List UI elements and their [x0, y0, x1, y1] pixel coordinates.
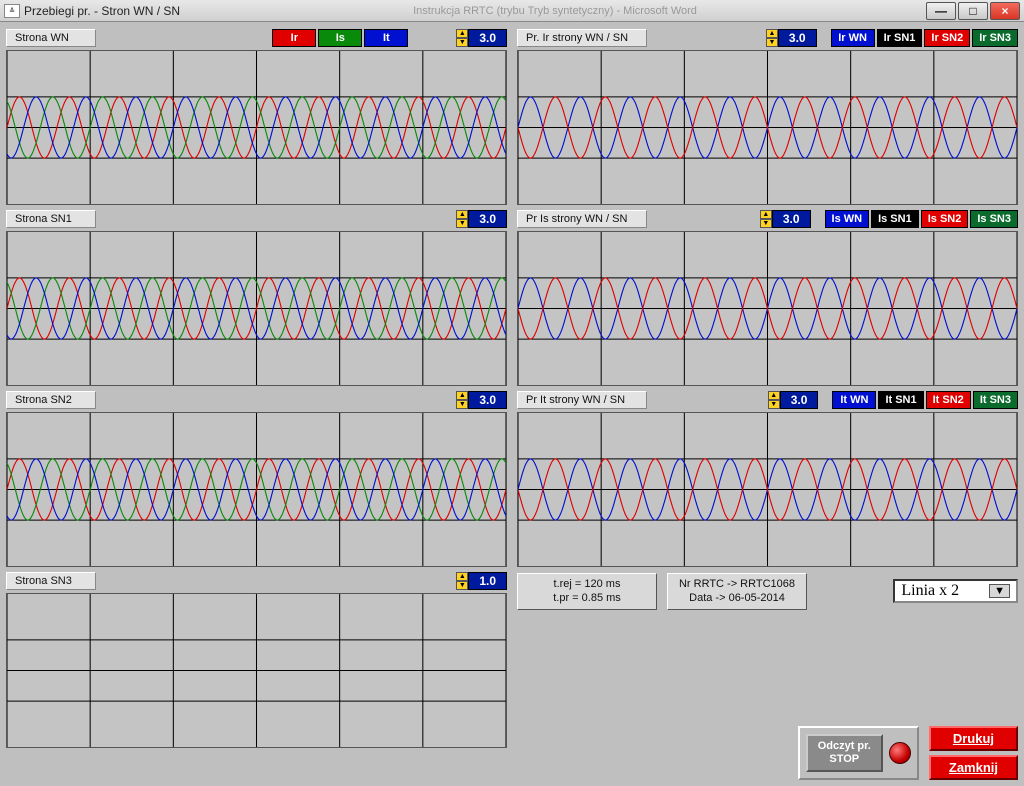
- device-info-box: Nr RRTC -> RRTC1068 Data -> 06-05-2014: [667, 573, 807, 610]
- scale-value: 3.0: [780, 391, 819, 409]
- panel-strona-sn2: Strona SN2 ▲ ▼ 3.0: [6, 390, 507, 567]
- legend-item: Is: [318, 29, 362, 47]
- panel-pr-it: Pr It strony WN / SN ▲ ▼ 3.0 It WNIt SN1…: [517, 390, 1018, 567]
- odczyt-panel: Odczyt pr.STOP: [798, 726, 919, 780]
- spinner-down-icon[interactable]: ▼: [768, 400, 780, 409]
- legend-item: Ir: [272, 29, 316, 47]
- drukuj-button[interactable]: Drukuj: [929, 726, 1018, 751]
- panel-pr-is: Pr Is strony WN / SN ▲ ▼ 3.0 Is WNIs SN1…: [517, 209, 1018, 386]
- scale-spinner[interactable]: ▲ ▼ 3.0: [456, 29, 507, 47]
- spinner-up-icon[interactable]: ▲: [456, 391, 468, 400]
- zamknij-button[interactable]: Zamknij: [929, 755, 1018, 780]
- background-window-title: Instrukcja RRTC (trybu Tryb syntetyczny)…: [184, 5, 926, 17]
- legend-item: It SN1: [878, 391, 923, 409]
- odczyt-stop-button[interactable]: Odczyt pr.STOP: [806, 734, 883, 772]
- window-title: Przebiegi pr. - Stron WN / SN: [24, 4, 180, 18]
- info-row: t.rej = 120 ms t.pr = 0.85 ms Nr RRTC ->…: [517, 573, 1018, 610]
- app-icon: ≙: [4, 4, 20, 18]
- legend-item: Is SN1: [871, 210, 919, 228]
- panel-strona-sn3: Strona SN3 ▲ ▼ 1.0: [6, 571, 507, 748]
- legend-item: It: [364, 29, 408, 47]
- legend-item: It WN: [832, 391, 876, 409]
- maximize-button[interactable]: □: [958, 2, 988, 20]
- scale-value: 3.0: [468, 391, 507, 409]
- line-select-label: Linia x 2: [901, 582, 959, 600]
- spinner-up-icon[interactable]: ▲: [456, 29, 468, 38]
- panel-strona-sn1: Strona SN1 ▲ ▼ 3.0: [6, 209, 507, 386]
- right-column: Pr. Ir strony WN / SN ▲ ▼ 3.0 Ir WNIr SN…: [517, 28, 1018, 748]
- scale-spinner[interactable]: ▲ ▼ 3.0: [760, 210, 811, 228]
- legend-item: Ir SN2: [924, 29, 970, 47]
- legend-item: Is WN: [825, 210, 870, 228]
- spinner-up-icon[interactable]: ▲: [760, 210, 772, 219]
- legend-item: It SN2: [926, 391, 971, 409]
- panel-title: Strona SN2: [6, 391, 96, 409]
- legend-item: Is SN2: [921, 210, 969, 228]
- scale-spinner[interactable]: ▲ ▼ 3.0: [768, 391, 819, 409]
- panel-title: Pr. Ir strony WN / SN: [517, 29, 647, 47]
- panel-title: Pr It strony WN / SN: [517, 391, 647, 409]
- panel-title: Strona WN: [6, 29, 96, 47]
- scale-spinner[interactable]: ▲ ▼ 1.0: [456, 572, 507, 590]
- scale-value: 3.0: [772, 210, 811, 228]
- spinner-down-icon[interactable]: ▼: [456, 219, 468, 228]
- scale-value: 3.0: [468, 29, 507, 47]
- panel-strona-wn: Strona WN IrIsIt ▲ ▼ 3.0: [6, 28, 507, 205]
- scale-spinner[interactable]: ▲ ▼ 3.0: [456, 210, 507, 228]
- scale-spinner[interactable]: ▲ ▼ 3.0: [766, 29, 817, 47]
- panel-title: Strona SN3: [6, 572, 96, 590]
- scale-spinner[interactable]: ▲ ▼ 3.0: [456, 391, 507, 409]
- status-led-icon: [889, 742, 911, 764]
- spinner-up-icon[interactable]: ▲: [768, 391, 780, 400]
- dropdown-icon[interactable]: ▼: [989, 584, 1010, 598]
- spinner-down-icon[interactable]: ▼: [456, 581, 468, 590]
- legend: Is WNIs SN1Is SN2Is SN3: [825, 210, 1018, 228]
- scale-value: 3.0: [778, 29, 817, 47]
- legend-item: Is SN3: [970, 210, 1018, 228]
- legend: Ir WNIr SN1Ir SN2Ir SN3: [831, 29, 1018, 47]
- line-thickness-select[interactable]: Linia x 2 ▼: [893, 579, 1018, 603]
- data-label: Data -> 06-05-2014: [676, 591, 798, 605]
- scale-value: 3.0: [468, 210, 507, 228]
- legend-item: Ir SN1: [877, 29, 923, 47]
- spinner-up-icon[interactable]: ▲: [456, 210, 468, 219]
- scale-value: 1.0: [468, 572, 507, 590]
- legend-item: It SN3: [973, 391, 1018, 409]
- panel-title: Strona SN1: [6, 210, 96, 228]
- close-button[interactable]: ×: [990, 2, 1020, 20]
- tpr-label: t.pr = 0.85 ms: [526, 591, 648, 605]
- titlebar: ≙ Przebiegi pr. - Stron WN / SN Instrukc…: [0, 0, 1024, 22]
- spinner-up-icon[interactable]: ▲: [456, 572, 468, 581]
- legend: It WNIt SN1It SN2It SN3: [832, 391, 1018, 409]
- minimize-button[interactable]: —: [926, 2, 956, 20]
- spinner-down-icon[interactable]: ▼: [456, 38, 468, 47]
- spinner-down-icon[interactable]: ▼: [766, 38, 778, 47]
- legend-item: Ir WN: [831, 29, 875, 47]
- time-info-box: t.rej = 120 ms t.pr = 0.85 ms: [517, 573, 657, 610]
- panel-pr-ir: Pr. Ir strony WN / SN ▲ ▼ 3.0 Ir WNIr SN…: [517, 28, 1018, 205]
- spinner-up-icon[interactable]: ▲: [766, 29, 778, 38]
- panel-title: Pr Is strony WN / SN: [517, 210, 647, 228]
- spinner-down-icon[interactable]: ▼: [456, 400, 468, 409]
- left-column: Strona WN IrIsIt ▲ ▼ 3.0 Strona SN1 ▲ ▼ 3…: [6, 28, 507, 748]
- nr-label: Nr RRTC -> RRTC1068: [676, 577, 798, 591]
- legend-item: Ir SN3: [972, 29, 1018, 47]
- trej-label: t.rej = 120 ms: [526, 577, 648, 591]
- legend: IrIsIt: [272, 29, 408, 47]
- spinner-down-icon[interactable]: ▼: [760, 219, 772, 228]
